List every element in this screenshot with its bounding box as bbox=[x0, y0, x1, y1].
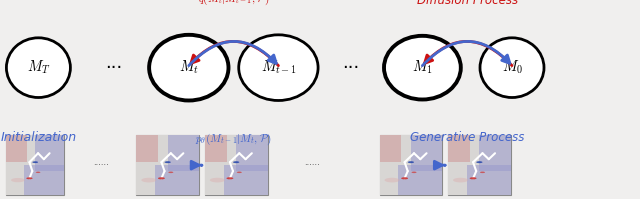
Bar bbox=[467, 165, 511, 195]
Bar bbox=[24, 165, 64, 195]
Bar bbox=[398, 165, 442, 195]
Text: $q(M_t|M_{t-1},\mathcal{P})$: $q(M_t|M_{t-1},\mathcal{P})$ bbox=[198, 0, 269, 7]
Circle shape bbox=[476, 161, 483, 163]
Ellipse shape bbox=[384, 36, 461, 100]
Text: $M_T$: $M_T$ bbox=[27, 59, 50, 76]
Bar bbox=[136, 135, 199, 195]
Circle shape bbox=[158, 177, 165, 179]
Circle shape bbox=[141, 178, 156, 182]
Ellipse shape bbox=[480, 38, 544, 98]
Circle shape bbox=[408, 161, 414, 163]
Circle shape bbox=[11, 178, 25, 182]
Bar bbox=[6, 135, 27, 162]
Bar bbox=[411, 135, 442, 171]
Circle shape bbox=[453, 178, 468, 182]
Text: ···: ··· bbox=[342, 59, 359, 77]
Bar bbox=[205, 135, 227, 162]
Bar bbox=[448, 135, 470, 162]
Bar bbox=[448, 135, 511, 195]
Circle shape bbox=[168, 172, 173, 173]
Bar bbox=[380, 135, 442, 195]
Circle shape bbox=[412, 172, 417, 173]
Ellipse shape bbox=[6, 38, 70, 98]
Circle shape bbox=[401, 177, 408, 179]
Circle shape bbox=[470, 177, 477, 179]
Circle shape bbox=[233, 161, 239, 163]
Bar bbox=[6, 135, 64, 195]
Bar bbox=[6, 135, 64, 195]
Bar bbox=[35, 135, 64, 171]
Bar bbox=[380, 135, 401, 162]
Text: ···: ··· bbox=[106, 59, 122, 77]
Bar bbox=[479, 135, 511, 171]
Bar bbox=[168, 135, 199, 171]
Bar bbox=[380, 135, 442, 195]
Text: $M_t$: $M_t$ bbox=[179, 59, 198, 76]
Bar bbox=[205, 135, 268, 195]
Text: Initialization: Initialization bbox=[1, 131, 76, 144]
Circle shape bbox=[385, 178, 399, 182]
Text: ······: ······ bbox=[93, 161, 109, 170]
Text: $p_\theta(M_{t-1}|M_t,\mathcal{P})$: $p_\theta(M_{t-1}|M_t,\mathcal{P})$ bbox=[195, 131, 272, 147]
Bar bbox=[236, 135, 268, 171]
Text: $M_0$: $M_0$ bbox=[502, 59, 522, 76]
Text: ······: ······ bbox=[305, 161, 320, 170]
Circle shape bbox=[36, 172, 40, 173]
Bar bbox=[136, 135, 199, 195]
Circle shape bbox=[227, 177, 234, 179]
Circle shape bbox=[26, 177, 33, 179]
Circle shape bbox=[210, 178, 225, 182]
Text: Diffusion Process: Diffusion Process bbox=[417, 0, 518, 7]
Text: $M_{t-1}$: $M_{t-1}$ bbox=[260, 59, 296, 76]
Circle shape bbox=[480, 172, 485, 173]
Circle shape bbox=[237, 172, 242, 173]
Bar bbox=[205, 135, 268, 195]
Ellipse shape bbox=[149, 35, 228, 100]
Bar bbox=[136, 135, 158, 162]
Bar bbox=[223, 165, 268, 195]
Text: $M_1$: $M_1$ bbox=[412, 59, 433, 76]
Circle shape bbox=[32, 161, 38, 163]
Bar bbox=[448, 135, 511, 195]
Bar bbox=[155, 165, 199, 195]
Text: Generative Process: Generative Process bbox=[410, 131, 524, 144]
Circle shape bbox=[164, 161, 171, 163]
Ellipse shape bbox=[239, 35, 318, 100]
